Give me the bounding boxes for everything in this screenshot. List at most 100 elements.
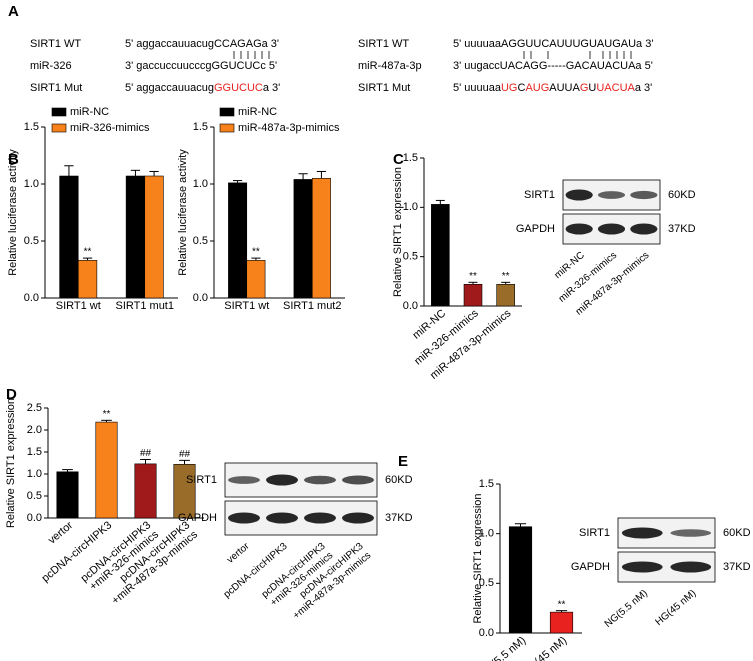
sequence-label: SIRT1 Mut — [30, 82, 82, 94]
bar — [496, 283, 515, 307]
blot-size: 37KD — [668, 223, 696, 235]
bar — [56, 471, 79, 519]
bar — [59, 175, 79, 299]
sequence-segment: 3' gaccuccuucccgGGUCUCc 5' — [125, 60, 277, 72]
blot-protein: GAPDH — [571, 561, 610, 573]
blot-band — [304, 475, 336, 485]
x-tick-label: vertor — [46, 519, 76, 546]
sequence-label: SIRT1 WT — [358, 38, 409, 50]
sequence-label: miR-326 — [30, 60, 72, 72]
annotation: ** — [558, 599, 566, 610]
bar — [549, 611, 574, 634]
blot-band — [342, 475, 374, 485]
y-tick-label: 1.0 — [193, 178, 208, 190]
blot-protein: SIRT1 — [524, 189, 555, 201]
y-tick-label: 0.0 — [193, 292, 208, 304]
blot-protein: GAPDH — [178, 512, 217, 524]
annotation: ** — [469, 271, 477, 282]
sequence-label: miR-487a-3p — [358, 60, 422, 72]
bar — [293, 179, 313, 299]
blot-band — [621, 561, 663, 573]
panel-label: A — [8, 3, 19, 20]
sequence: 5' aggaccauuacugGGUCUCa 3' — [125, 82, 280, 94]
blot-band — [597, 191, 626, 199]
blot-band — [670, 529, 712, 537]
y-tick-label: 2.5 — [27, 402, 42, 414]
legend-label: miR-NC — [70, 106, 109, 118]
blot-band — [565, 189, 593, 201]
bar — [508, 526, 533, 634]
blot-band — [342, 512, 374, 524]
blot-protein: GAPDH — [516, 223, 555, 235]
blot-band — [266, 474, 298, 486]
bar — [144, 175, 164, 299]
annotation: ## — [140, 448, 152, 459]
annotation: ** — [103, 409, 111, 420]
annotation: ** — [252, 247, 260, 258]
x-tick-label: HG(45 nM) — [520, 634, 569, 661]
legend-label: miR-NC — [238, 106, 277, 118]
y-tick-label: 0.0 — [403, 300, 418, 312]
bar — [246, 260, 266, 299]
sequence-segment: a 3' — [635, 82, 652, 94]
blot-size: 60KD — [668, 189, 696, 201]
blot-band — [266, 512, 298, 524]
sequence-label: SIRT1 Mut — [358, 82, 410, 94]
sequence-segment: 5' uuuuaaAGGUUCAUUUGUAUGAUa 3' — [453, 38, 653, 50]
legend-label: miR-326-mimics — [70, 122, 150, 134]
y-axis-label: Relative SIRT1 expression — [5, 398, 17, 528]
y-axis-label: Relative SIRT1 expression — [472, 493, 484, 623]
y-tick-label: 0.5 — [193, 235, 208, 247]
y-tick-label: 1.0 — [24, 178, 39, 190]
annotation: ** — [502, 271, 510, 282]
bar — [431, 204, 450, 307]
y-axis-label: Relative luciferase activity — [177, 149, 189, 276]
y-tick-label: 1.5 — [403, 152, 418, 164]
blot-band — [670, 561, 712, 573]
sequence-segment: G — [580, 82, 589, 94]
sequence-segment: C — [517, 82, 525, 94]
blot-band — [228, 476, 260, 484]
y-tick-label: 1.0 — [479, 528, 494, 540]
sequence: 5' uuuuaaUGCAUGAUUAGUUACUAa 3' — [453, 82, 652, 94]
blot-size: 60KD — [723, 527, 751, 539]
sequence-segment: UG — [501, 82, 518, 94]
bar — [95, 421, 118, 519]
annotation: ## — [179, 449, 191, 460]
annotation: ** — [84, 247, 92, 258]
blot-band — [630, 190, 658, 200]
bar — [77, 260, 98, 299]
blot-protein: SIRT1 — [186, 474, 217, 486]
y-tick-label: 0.0 — [479, 627, 494, 639]
panel-label: D — [6, 386, 17, 403]
blot-size: 37KD — [385, 512, 413, 524]
sequence: 3' uugaccUACAGG-----GACAUACUAa 5' — [453, 60, 653, 72]
sequence: 5' uuuuaaAGGUUCAUUUGUAUGAUa 3' — [453, 38, 653, 50]
y-axis-label: Relative SIRT1 expression — [392, 167, 404, 297]
panel-label: B — [8, 151, 19, 168]
legend-swatch — [219, 107, 235, 117]
x-tick-label: SIRT1 mut1 — [116, 300, 175, 312]
bar — [134, 463, 157, 519]
y-tick-label: 1.0 — [27, 468, 42, 480]
bar — [125, 175, 146, 299]
y-tick-label: 1.5 — [479, 478, 494, 490]
y-tick-label: 2.0 — [27, 424, 42, 436]
sequence-segment: AUUA — [549, 82, 580, 94]
sequence-segment: GGUCUC — [214, 82, 263, 94]
blot-band — [597, 223, 626, 235]
sequence-segment: a 3' — [263, 82, 280, 94]
blot-size: 37KD — [723, 561, 751, 573]
bar — [228, 182, 248, 299]
x-tick-label: SIRT1 wt — [224, 300, 269, 312]
x-tick-label: SIRT1 mut2 — [283, 300, 342, 312]
y-tick-label: 1.5 — [27, 446, 42, 458]
pairing-lines — [233, 51, 632, 59]
sequence-segment: 5' uuuuaa — [453, 82, 502, 94]
panel-label: C — [393, 151, 404, 168]
legend-swatch — [51, 123, 67, 133]
blot-size: 60KD — [385, 474, 413, 486]
y-axis-label: Relative luciferase activity — [7, 149, 19, 276]
y-tick-label: 0.0 — [27, 512, 42, 524]
sequence-segment: 5' aggaccauuacug — [125, 82, 214, 94]
